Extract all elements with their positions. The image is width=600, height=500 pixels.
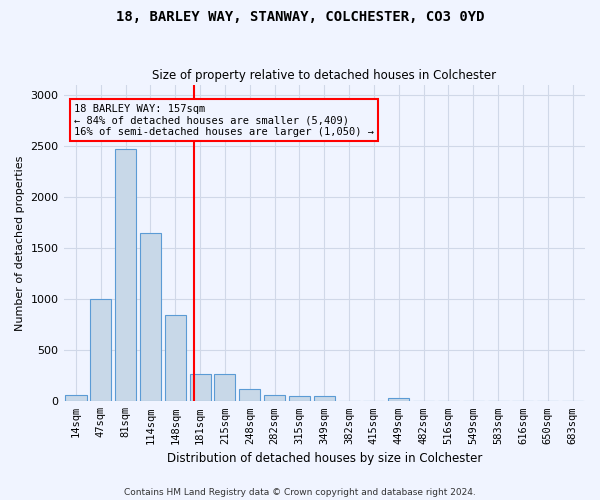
Text: 18, BARLEY WAY, STANWAY, COLCHESTER, CO3 0YD: 18, BARLEY WAY, STANWAY, COLCHESTER, CO3… xyxy=(116,10,484,24)
Bar xyxy=(264,395,285,402)
Text: Contains HM Land Registry data © Crown copyright and database right 2024.: Contains HM Land Registry data © Crown c… xyxy=(124,488,476,497)
Y-axis label: Number of detached properties: Number of detached properties xyxy=(15,155,25,330)
Bar xyxy=(140,232,161,402)
Text: 18 BARLEY WAY: 157sqm
← 84% of detached houses are smaller (5,409)
16% of semi-d: 18 BARLEY WAY: 157sqm ← 84% of detached … xyxy=(74,104,374,137)
Title: Size of property relative to detached houses in Colchester: Size of property relative to detached ho… xyxy=(152,69,496,82)
Bar xyxy=(190,374,211,402)
Bar xyxy=(90,299,112,402)
Bar xyxy=(65,395,86,402)
Bar xyxy=(289,396,310,402)
Bar xyxy=(165,316,186,402)
Bar xyxy=(214,374,235,402)
Bar xyxy=(239,389,260,402)
X-axis label: Distribution of detached houses by size in Colchester: Distribution of detached houses by size … xyxy=(167,452,482,465)
Bar xyxy=(388,398,409,402)
Bar xyxy=(314,396,335,402)
Bar xyxy=(115,149,136,402)
